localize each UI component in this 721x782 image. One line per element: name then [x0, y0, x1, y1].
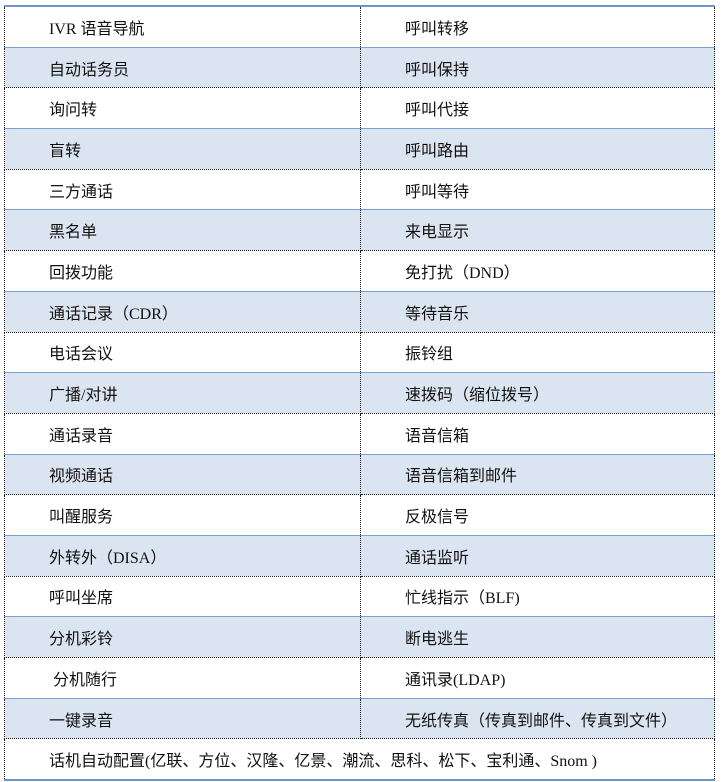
feature-cell-left: 外转外（DISA） — [4, 535, 361, 577]
feature-cell-right: 速拨码（缩位拨号） — [360, 372, 715, 414]
feature-cell-right: 来电显示 — [360, 209, 715, 252]
table-row: 询问转 呼叫代接 — [4, 87, 715, 130]
feature-cell-left: 广播/对讲 — [4, 372, 361, 414]
table-row: 电话会议 振铃组 — [4, 332, 715, 374]
feature-cell-left: 通话录音 — [4, 413, 361, 455]
feature-cell-right: 呼叫路由 — [360, 128, 715, 170]
feature-cell-right: 通话监听 — [360, 535, 715, 577]
table-row: 分机彩铃 断电逃生 — [4, 616, 715, 658]
feature-cell-left: 通话记录（CDR） — [4, 291, 361, 333]
feature-cell-right: 免打扰（DND） — [360, 250, 715, 292]
feature-cell-right: 呼叫转移 — [360, 4, 715, 48]
feature-cell-right: 忙线指示（BLF) — [360, 576, 715, 618]
table-row: 黑名单 来电显示 — [4, 209, 715, 252]
table-row-footer: 话机自动配置(亿联、方位、汉隆、亿景、潮流、思科、松下、宝利通、Snom ) — [4, 738, 715, 782]
table-row: 一键录音 无纸传真（传真到邮件、传真到文件） — [4, 698, 715, 740]
table-row: 回拨功能 免打扰（DND） — [4, 250, 715, 292]
table-row: IVR 语音导航 呼叫转移 — [4, 4, 715, 48]
feature-cell-left: 叫醒服务 — [4, 494, 361, 536]
table-row: 通话记录（CDR） 等待音乐 — [4, 291, 715, 333]
feature-cell-right: 断电逃生 — [360, 616, 715, 658]
table-row: 外转外（DISA） 通话监听 — [4, 535, 715, 577]
phone-autoprovision-cell: 话机自动配置(亿联、方位、汉隆、亿景、潮流、思科、松下、宝利通、Snom ) — [4, 738, 715, 782]
feature-cell-left: 分机随行 — [4, 657, 361, 699]
feature-cell-left: 三方通话 — [4, 169, 361, 211]
feature-cell-left: 询问转 — [4, 87, 361, 130]
feature-cell-right: 语音信箱到邮件 — [360, 454, 715, 496]
feature-cell-right: 通讯录(LDAP) — [360, 657, 715, 699]
feature-cell-left: 视频通话 — [4, 454, 361, 496]
table-row: 分机随行 通讯录(LDAP) — [4, 657, 715, 699]
table-row: 呼叫坐席 忙线指示（BLF) — [4, 576, 715, 618]
table-row: 通话录音 语音信箱 — [4, 413, 715, 455]
table-row: 视频通话 语音信箱到邮件 — [4, 454, 715, 496]
feature-cell-right: 无纸传真（传真到邮件、传真到文件） — [360, 698, 715, 740]
feature-cell-right: 呼叫代接 — [360, 87, 715, 130]
feature-cell-left: 电话会议 — [4, 332, 361, 374]
feature-cell-left: 回拨功能 — [4, 250, 361, 292]
feature-cell-right: 反极信号 — [360, 494, 715, 536]
table-row: 自动话务员 呼叫保持 — [4, 47, 715, 89]
table-row: 盲转 呼叫路由 — [4, 128, 715, 170]
feature-cell-left: 黑名单 — [4, 209, 361, 252]
feature-cell-right: 呼叫等待 — [360, 169, 715, 211]
feature-cell-left: 盲转 — [4, 128, 361, 170]
feature-cell-left: 一键录音 — [4, 698, 361, 740]
table-row: 叫醒服务 反极信号 — [4, 494, 715, 536]
feature-cell-right: 等待音乐 — [360, 291, 715, 333]
feature-cell-right: 振铃组 — [360, 332, 715, 374]
table-row: 三方通话 呼叫等待 — [4, 169, 715, 211]
feature-cell-left: IVR 语音导航 — [4, 4, 361, 48]
table-row: 广播/对讲 速拨码（缩位拨号） — [4, 372, 715, 414]
feature-cell-right: 语音信箱 — [360, 413, 715, 455]
feature-cell-right: 呼叫保持 — [360, 47, 715, 89]
feature-cell-left: 自动话务员 — [4, 47, 361, 89]
feature-cell-left: 分机彩铃 — [4, 616, 361, 658]
feature-cell-left: 呼叫坐席 — [4, 576, 361, 618]
feature-table: IVR 语音导航 呼叫转移 自动话务员 呼叫保持 询问转 呼叫代接 盲转 呼叫路由 三方通话 呼叫… — [4, 4, 715, 782]
